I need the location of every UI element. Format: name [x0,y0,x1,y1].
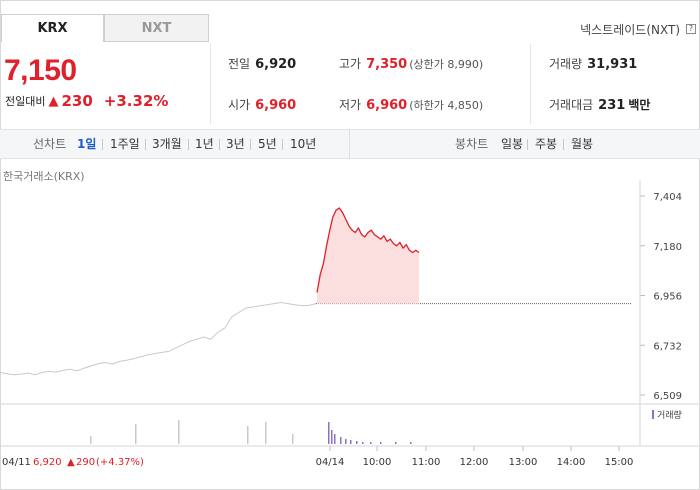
volume-bar [395,442,397,444]
candle-chart-label: 봉차트 [455,137,489,151]
volume-bars [90,420,412,444]
prev-day-line [0,301,317,376]
change-label: 전일대비 [5,95,46,108]
period-1d[interactable]: 1일 [77,137,97,151]
x-tick-label: 15:00 [605,457,634,468]
volume-bar [328,422,330,444]
change-percent: +3.32% [103,92,169,110]
volume-bar [178,420,180,444]
period-1y[interactable]: 1년 [195,137,214,151]
tab-krx[interactable]: KRX [1,14,104,42]
volume-bar [265,422,267,444]
prev-day-date: 04/11 [2,457,31,468]
today-line [316,207,420,293]
volume-bar [340,437,342,444]
up-triangle-icon: ▲ [48,93,59,109]
y-tick-label: 7,180 [653,242,682,253]
x-tick-label: 12:00 [460,457,489,468]
volume-bar [247,426,249,444]
period-5y[interactable]: 5년 [258,137,277,151]
x-tick-label: 11:00 [412,457,441,468]
volume-bar [90,436,92,444]
stat-open: 시가 6,960 [228,98,297,113]
volume-bar [356,441,358,444]
nxt-link[interactable]: 넥스트레이드(NXT) [580,23,680,37]
x-tick-label: 14:00 [557,457,586,468]
volume-bar [135,424,137,444]
y-tick-label: 6,732 [653,341,682,352]
stat-volume: 거래량 31,931 [549,57,638,72]
today-area-fill [317,208,419,304]
prev-day-close: 6,920 [33,457,62,468]
volume-bar [345,439,347,444]
volume-bar [331,430,333,444]
x-tick-label: 10:00 [363,457,392,468]
volume-bar [410,442,412,444]
change-value: 230 [61,92,93,110]
volume-bar [370,442,372,444]
intraday-chart[interactable]: 7,404 7,180 6,956 6,732 6,509 04/14 10:00 11:0… [0,180,700,490]
stat-low: 저가 6,960 (하한가 4,850) [339,98,484,113]
prev-day-pct: (+4.37%) [96,457,144,468]
divider [530,44,531,124]
volume-legend: 거래량 [657,409,682,421]
up-triangle-icon: ▲ [67,457,75,468]
stat-high: 고가 7,350 (상한가 8,990) [339,57,484,72]
volume-bar [380,442,382,444]
today-series [316,207,420,304]
x-tick-label: 04/14 [316,457,345,468]
help-icon[interactable]: ? [686,24,696,34]
volume-bar [292,434,294,444]
prev-day-change: 290 [76,457,95,468]
period-monthly-candle[interactable]: 월봉 [571,137,594,151]
x-tick-label: 13:00 [509,457,538,468]
current-price: 7,150 [4,54,77,87]
tab-nxt[interactable]: NXT [104,14,209,42]
period-10y[interactable]: 10년 [290,137,317,151]
period-1w[interactable]: 1주일 [110,137,140,151]
x-axis: 04/14 10:00 11:00 12:00 13:00 14:00 15:00 [316,446,634,468]
y-tick-label: 7,404 [653,192,682,203]
period-daily-candle[interactable]: 일봉 [501,137,524,151]
period-3m[interactable]: 3개월 [152,137,182,151]
volume-bar [350,440,352,444]
prev-day-series [0,301,317,376]
chart-toolbar: 선차트 1일 1주일 3개월 1년 3년 5년 10년 봉차트 일봉 주봉 월봉 [0,129,700,159]
period-weekly-candle[interactable]: 주봉 [535,137,558,151]
period-3y[interactable]: 3년 [226,137,245,151]
data-source: 한국거래소(KRX) [3,170,85,183]
y-tick-label: 6,509 [653,391,682,402]
volume-bar [334,434,336,444]
price-change: 전일대비 ▲ 230 +3.32% [5,92,168,110]
stat-prev-close: 전일 6,920 [228,57,297,72]
stat-amount: 거래대금 231 백만 [549,98,651,113]
divider [210,44,211,124]
y-tick-label: 6,956 [653,292,682,303]
line-chart-label: 선차트 [33,137,67,151]
y-axis: 7,404 7,180 6,956 6,732 6,509 [640,192,682,402]
volume-legend-swatch [652,410,654,419]
volume-bar [362,442,364,444]
